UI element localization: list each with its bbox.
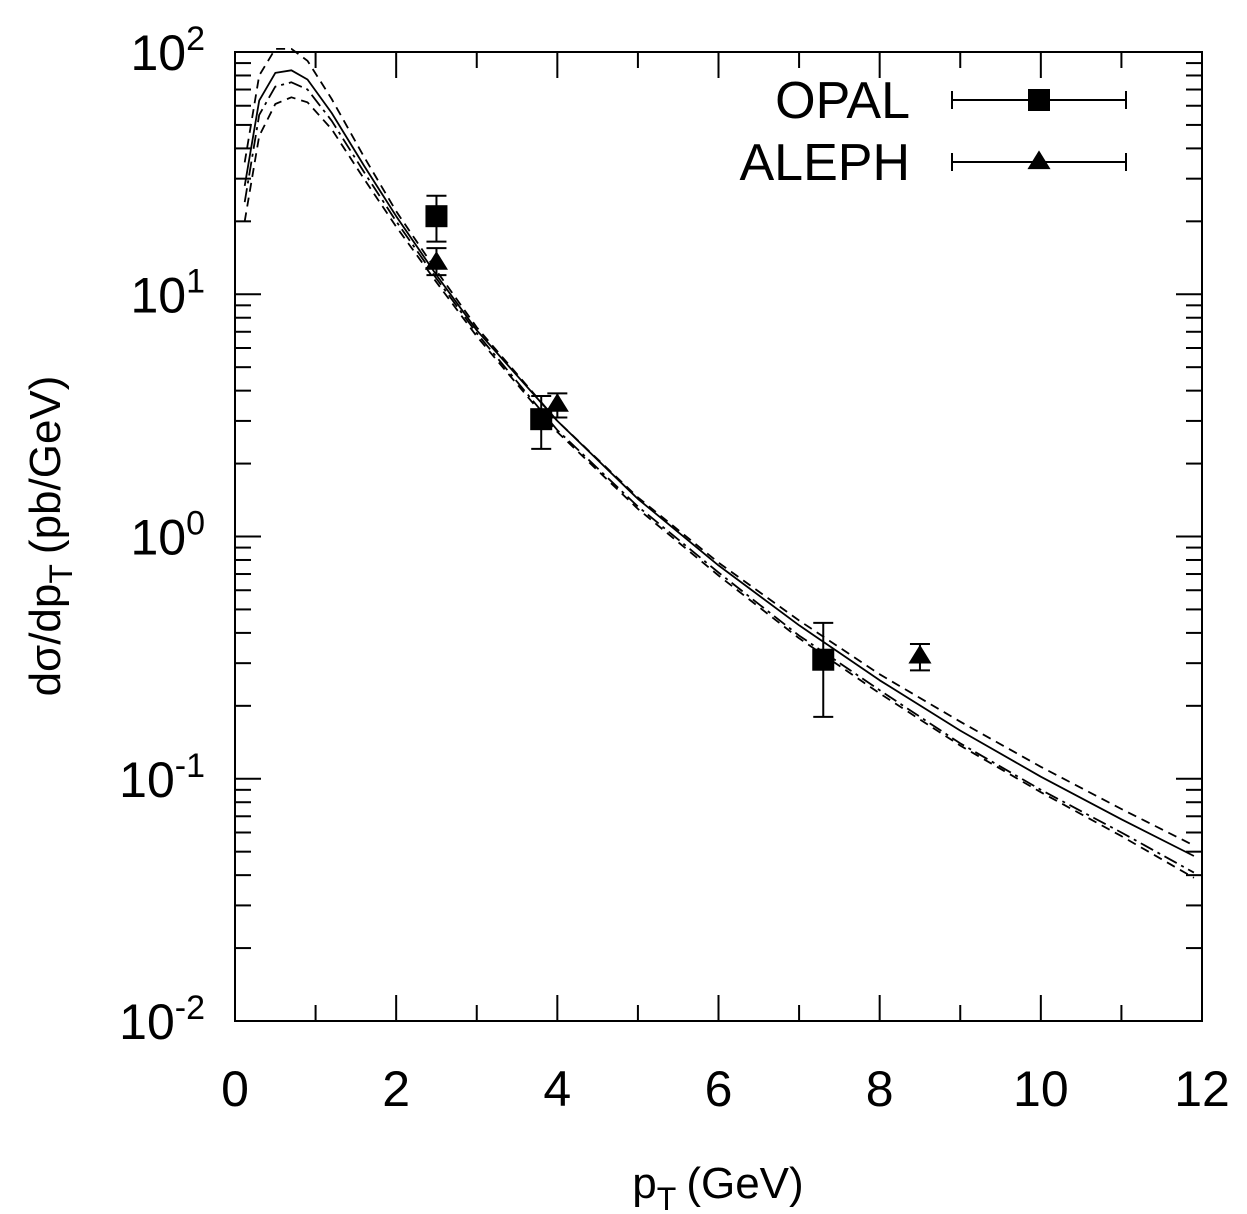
aleph-point bbox=[545, 393, 569, 412]
model-curve-3 bbox=[243, 81, 1195, 874]
model-curve-2 bbox=[243, 69, 1195, 857]
opal-point bbox=[530, 408, 553, 431]
axis-ticks bbox=[234, 52, 1203, 1022]
x-tick-label: 0 bbox=[221, 1061, 249, 1117]
aleph-point bbox=[424, 251, 449, 270]
y-axis-label: dσ/dpT(pb/GeV) bbox=[21, 376, 79, 697]
x-tick-label: 12 bbox=[1174, 1061, 1230, 1117]
model-curves bbox=[243, 48, 1195, 879]
x-tick-label: 4 bbox=[543, 1061, 571, 1117]
x-tick-label: 6 bbox=[705, 1061, 733, 1117]
x-tick-label: 2 bbox=[382, 1061, 410, 1117]
legend-marker bbox=[1027, 150, 1051, 170]
plot-frame bbox=[234, 51, 1203, 1022]
y-tick-label: 101 bbox=[130, 262, 205, 323]
legend-label: OPAL bbox=[775, 72, 910, 130]
y-tick-label: 100 bbox=[130, 505, 205, 566]
y-tick-labels: 10-2 10-1 100 101 102 bbox=[119, 20, 205, 1050]
y-tick-label: 102 bbox=[130, 20, 205, 81]
opal-point bbox=[812, 648, 835, 671]
opal-point bbox=[425, 205, 448, 228]
aleph-point bbox=[908, 644, 932, 664]
model-curve-4 bbox=[243, 96, 1195, 879]
y-tick-label: 10-2 bbox=[119, 989, 205, 1050]
legend-label: ALEPH bbox=[739, 134, 910, 192]
x-tick-label: 8 bbox=[866, 1061, 894, 1117]
data-points bbox=[424, 194, 932, 718]
x-axis-label: pT (GeV) bbox=[632, 1159, 803, 1214]
x-tick-label: 10 bbox=[1013, 1061, 1069, 1117]
legend-marker bbox=[1028, 89, 1050, 111]
model-curve-1 bbox=[243, 48, 1195, 847]
y-tick-label: 10-1 bbox=[119, 747, 205, 808]
x-tick-labels: 0 2 4 6 8 10 12 bbox=[221, 1061, 1230, 1117]
